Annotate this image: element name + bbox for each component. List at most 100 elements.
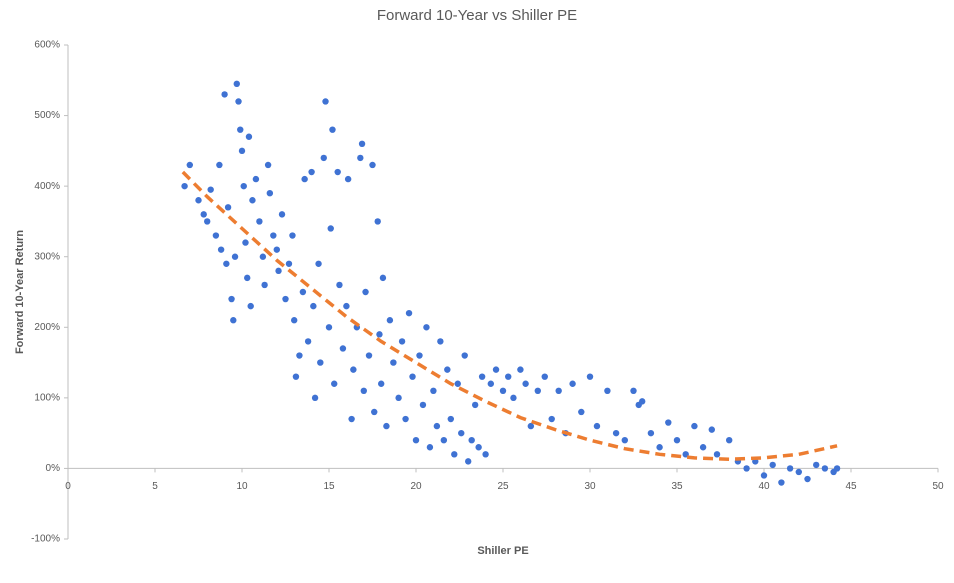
point <box>534 387 541 394</box>
point <box>235 98 242 105</box>
point <box>409 373 416 380</box>
y-tick-label: 400% <box>34 181 60 192</box>
point <box>390 359 397 366</box>
point <box>691 422 698 430</box>
point <box>454 380 461 387</box>
point <box>242 239 249 246</box>
y-tick-label: 300% <box>34 251 60 262</box>
trendline <box>181 170 838 462</box>
point <box>212 232 220 239</box>
point <box>458 429 465 437</box>
point <box>499 387 507 394</box>
point <box>374 218 381 225</box>
point <box>365 352 373 359</box>
point <box>266 190 274 197</box>
point <box>245 133 253 140</box>
point <box>282 295 289 303</box>
point <box>419 401 427 409</box>
x-tick-label: 40 <box>758 481 770 492</box>
point <box>240 182 247 190</box>
point <box>223 260 230 267</box>
point <box>621 437 628 444</box>
point <box>334 168 341 176</box>
point <box>541 373 548 380</box>
point <box>301 175 308 183</box>
point <box>325 324 333 331</box>
point <box>331 380 338 387</box>
point <box>795 468 802 476</box>
point <box>433 422 441 430</box>
point <box>261 281 268 289</box>
point <box>665 419 672 426</box>
point <box>426 444 434 451</box>
point <box>259 253 267 260</box>
point <box>348 415 355 423</box>
y-tick-label: 200% <box>34 322 60 333</box>
point <box>244 274 251 282</box>
point <box>270 232 277 239</box>
point <box>327 225 334 232</box>
chart-title: Forward 10-Year vs Shiller PE <box>377 7 577 24</box>
point <box>478 373 486 380</box>
point <box>673 437 681 444</box>
point <box>296 352 303 359</box>
y-tick-label: 500% <box>34 110 60 121</box>
point <box>379 274 387 282</box>
point <box>378 380 385 387</box>
point <box>383 422 390 430</box>
point <box>315 260 322 267</box>
point <box>320 154 327 162</box>
point <box>204 218 211 225</box>
point <box>804 475 811 483</box>
point <box>249 197 256 204</box>
point <box>699 444 707 451</box>
x-tick-label: 0 <box>65 481 71 492</box>
y-tick-label: 600% <box>34 40 60 51</box>
point <box>708 426 715 433</box>
point <box>492 366 500 373</box>
point <box>471 401 479 409</box>
point <box>310 302 317 310</box>
point <box>416 352 423 359</box>
point <box>336 281 343 289</box>
point <box>743 465 750 472</box>
point <box>604 387 611 394</box>
y-tick-label: 100% <box>34 392 60 403</box>
point <box>256 218 263 225</box>
point <box>343 302 350 310</box>
point <box>264 161 272 169</box>
point <box>569 380 576 387</box>
x-tick-label: 15 <box>323 481 335 492</box>
point <box>322 98 329 105</box>
point <box>647 429 655 437</box>
point <box>181 182 188 190</box>
point <box>813 461 820 469</box>
point <box>475 444 482 451</box>
point <box>350 366 357 373</box>
point <box>362 288 369 296</box>
point <box>285 260 293 267</box>
point <box>821 465 829 472</box>
point <box>786 465 794 472</box>
point <box>369 161 376 169</box>
point <box>760 472 768 479</box>
point <box>630 387 637 394</box>
point <box>358 140 366 147</box>
point <box>217 246 225 253</box>
point <box>713 451 721 458</box>
point <box>339 345 347 352</box>
point <box>461 352 468 359</box>
point <box>291 317 298 324</box>
point <box>360 387 367 394</box>
point <box>344 175 352 183</box>
point <box>386 317 394 324</box>
point <box>440 437 448 444</box>
point <box>275 267 282 275</box>
point <box>482 451 489 458</box>
point <box>357 154 364 162</box>
point <box>437 338 444 345</box>
point <box>289 232 296 239</box>
point <box>726 437 733 444</box>
point <box>376 331 383 338</box>
x-tick-label: 5 <box>152 481 158 492</box>
